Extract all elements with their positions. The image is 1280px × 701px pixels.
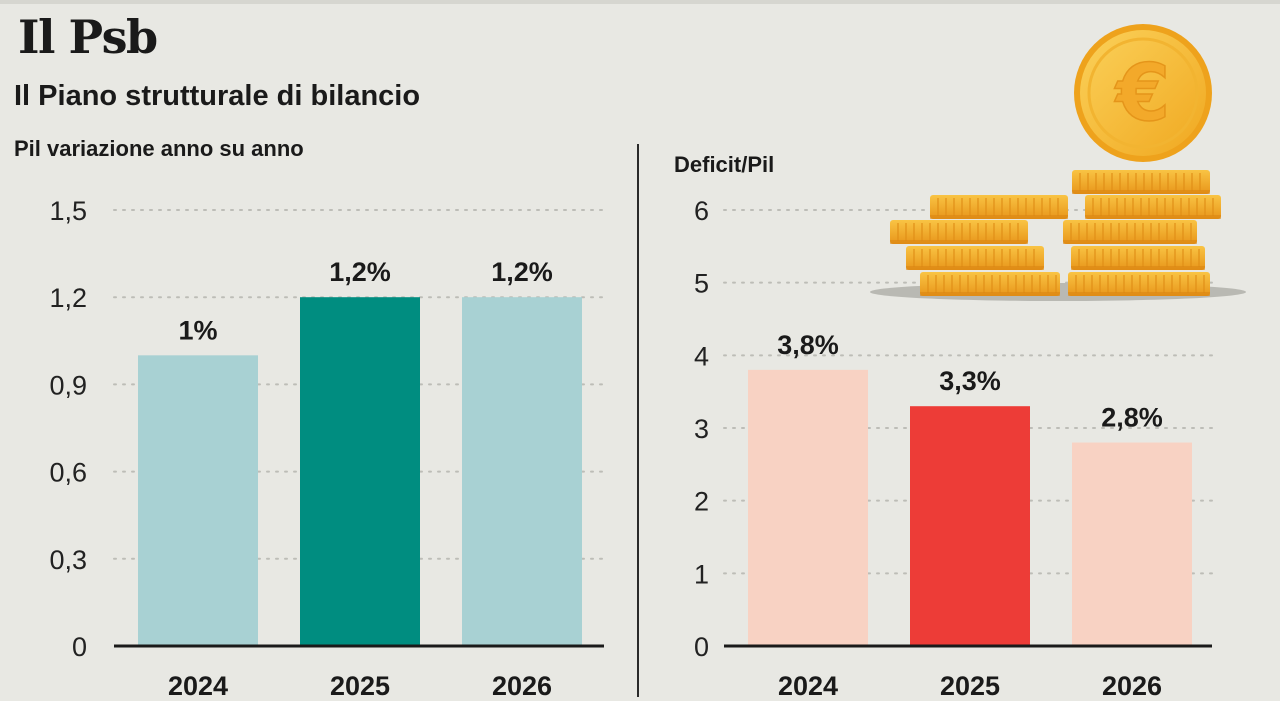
charts-divider <box>637 144 639 697</box>
top-rule <box>0 0 1280 4</box>
bar-2024 <box>138 355 258 646</box>
coin-shade <box>906 266 1044 270</box>
bar-2024 <box>748 369 868 646</box>
coin <box>1085 195 1221 219</box>
coin-shade <box>1085 215 1221 219</box>
coin-shade <box>1063 240 1197 244</box>
coin-shade <box>920 292 1060 296</box>
y-tick-label: 0,9 <box>49 370 87 400</box>
coin-stack <box>890 170 1221 296</box>
data-label: 3,8% <box>777 330 839 360</box>
x-category-label: 2025 <box>940 671 1000 701</box>
y-tick-label: 6 <box>694 196 709 226</box>
y-tick-label: 1,2 <box>49 283 87 313</box>
coin-shade <box>930 215 1068 219</box>
bar-2025 <box>910 406 1030 646</box>
x-category-label: 2024 <box>168 671 228 701</box>
y-tick-label: 0 <box>694 632 709 662</box>
data-label: 1,2% <box>491 257 553 287</box>
coin <box>1063 220 1197 244</box>
pil-chart-title: Pil variazione anno su anno <box>14 136 304 161</box>
euro-coin-stack-icon: € <box>870 24 1246 301</box>
euro-coin: € <box>1074 24 1212 162</box>
coin-shade <box>1071 266 1205 270</box>
coin <box>920 272 1060 296</box>
y-tick-label: 0,3 <box>49 545 87 575</box>
x-category-label: 2026 <box>492 671 552 701</box>
deficit-chart-title: Deficit/Pil <box>674 152 775 177</box>
data-label: 3,3% <box>939 366 1001 396</box>
y-tick-label: 4 <box>694 341 709 371</box>
page-title: Il Psb <box>18 10 158 64</box>
coin-shade <box>1068 292 1210 296</box>
data-label: 2,8% <box>1101 403 1163 433</box>
x-category-label: 2025 <box>330 671 390 701</box>
bar-2026 <box>1072 442 1192 646</box>
y-tick-label: 5 <box>694 269 709 299</box>
euro-symbol: € <box>1114 49 1170 139</box>
coin <box>1068 272 1210 296</box>
y-tick-label: 2 <box>694 487 709 517</box>
data-label: 1,2% <box>329 257 391 287</box>
coin <box>1071 246 1205 270</box>
bar-2026 <box>462 297 582 646</box>
y-tick-label: 0,6 <box>49 458 87 488</box>
y-tick-label: 0 <box>72 632 87 662</box>
coin-shade <box>1072 190 1210 194</box>
y-tick-label: 1 <box>694 559 709 589</box>
bar-2025 <box>300 297 420 646</box>
x-category-label: 2024 <box>778 671 838 701</box>
pil-bar-chart: 0 0,3 0,6 0,9 1,2 1,5 1% 2024 1,2% 2025 1,2% 2026 <box>49 196 607 701</box>
y-tick-label: 1,5 <box>49 196 87 226</box>
data-label: 1% <box>178 315 217 345</box>
coin-shade <box>890 240 1028 244</box>
y-tick-label: 3 <box>694 414 709 444</box>
page-subtitle: Il Piano strutturale di bilancio <box>14 80 421 112</box>
x-category-label: 2026 <box>1102 671 1162 701</box>
deficit-bar-chart: 0 1 2 3 4 5 6 3,8% 2024 3,3% 2025 2,8% 2026 <box>694 196 1215 701</box>
